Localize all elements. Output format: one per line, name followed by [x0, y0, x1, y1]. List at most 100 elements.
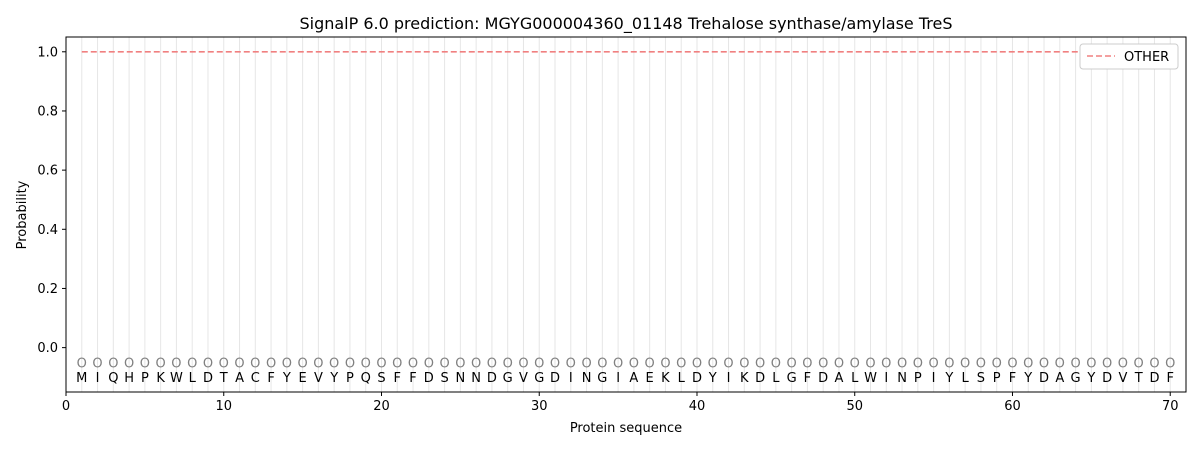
residue-letter: D: [1102, 371, 1112, 386]
residue-marker: O: [282, 356, 292, 371]
residue-letter: Q: [361, 371, 371, 386]
residue-marker: O: [629, 356, 639, 371]
residue-letter: T: [219, 371, 228, 386]
residue-marker: O: [787, 356, 797, 371]
legend-label-other: OTHER: [1124, 50, 1169, 65]
residue-letter: D: [1149, 371, 1159, 386]
residue-marker: O: [455, 356, 465, 371]
residue-marker: O: [234, 356, 244, 371]
x-axis-label: Protein sequence: [570, 421, 682, 436]
residue-letter: Y: [944, 371, 953, 386]
residue-marker: O: [818, 356, 828, 371]
residue-letter: I: [932, 371, 936, 386]
residue-letter: S: [977, 371, 985, 386]
residue-marker: O: [992, 356, 1002, 371]
residue-marker: O: [834, 356, 844, 371]
residue-marker: O: [171, 356, 181, 371]
residue-marker: O: [1007, 356, 1017, 371]
residue-marker: O: [1165, 356, 1175, 371]
residue-marker: O: [676, 356, 686, 371]
residue-marker: O: [976, 356, 986, 371]
residue-marker: O: [1086, 356, 1096, 371]
residue-letter: N: [582, 371, 592, 386]
residue-marker: O: [424, 356, 434, 371]
x-tick-label: 0: [62, 399, 70, 414]
residue-marker: O: [581, 356, 591, 371]
residue-letter: G: [597, 371, 607, 386]
residue-marker: O: [850, 356, 860, 371]
residue-marker: O: [361, 356, 371, 371]
residue-letter: V: [314, 371, 323, 386]
residue-marker: O: [439, 356, 449, 371]
residue-marker: O: [928, 356, 938, 371]
residue-letter: I: [884, 371, 888, 386]
residue-marker: O: [250, 356, 260, 371]
residue-marker: O: [124, 356, 134, 371]
residue-letter: P: [914, 371, 922, 386]
residue-letter: A: [629, 371, 638, 386]
residue-letter: N: [471, 371, 481, 386]
residue-letter: G: [787, 371, 797, 386]
x-tick-label: 70: [1162, 399, 1179, 414]
residue-marker: O: [376, 356, 386, 371]
residue-letter: L: [962, 371, 970, 386]
residue-marker: O: [1023, 356, 1033, 371]
residue-letter: K: [740, 371, 749, 386]
residue-letter: D: [755, 371, 765, 386]
y-axis-label: Probability: [15, 180, 30, 249]
residue-letter: H: [124, 371, 134, 386]
residue-marker: O: [1118, 356, 1128, 371]
y-tick-label: 1.0: [37, 45, 58, 60]
residue-letter: G: [503, 371, 513, 386]
residue-letter: F: [394, 371, 401, 386]
residue-letter: F: [409, 371, 416, 386]
residue-marker: O: [1055, 356, 1065, 371]
residue-letter: F: [1166, 371, 1173, 386]
residue-letter: D: [487, 371, 497, 386]
residue-letter: Y: [708, 371, 717, 386]
residue-letter: E: [299, 371, 307, 386]
residue-marker: O: [487, 356, 497, 371]
residue-letter: K: [661, 371, 670, 386]
residue-marker: O: [771, 356, 781, 371]
residue-letter: G: [1071, 371, 1081, 386]
residue-marker: O: [739, 356, 749, 371]
residue-marker: O: [329, 356, 339, 371]
x-tick-label: 50: [846, 399, 863, 414]
x-tick-label: 20: [373, 399, 390, 414]
residue-layer: OMOIOQOHOPOKOWOLODOTOAOCOFOYOEOVOYOPOQOS…: [76, 356, 1175, 386]
residue-letter: P: [346, 371, 354, 386]
residue-marker: O: [92, 356, 102, 371]
grid-layer: [81, 37, 1171, 392]
residue-letter: V: [1118, 371, 1127, 386]
residue-marker: O: [1070, 356, 1080, 371]
residue-letter: P: [993, 371, 1001, 386]
residue-marker: O: [881, 356, 891, 371]
legend-box: [1079, 43, 1179, 70]
y-axis-ticks: 0.0 0.2 0.4 0.6 0.8 1.0: [37, 45, 66, 356]
residue-marker: O: [345, 356, 355, 371]
residue-letter: M: [76, 371, 87, 386]
residue-marker: O: [313, 356, 323, 371]
residue-letter: D: [692, 371, 702, 386]
residue-marker: O: [660, 356, 670, 371]
residue-letter: D: [203, 371, 213, 386]
residue-letter: V: [519, 371, 528, 386]
residue-marker: O: [913, 356, 923, 371]
y-tick-label: 0.6: [37, 164, 58, 179]
residue-letter: F: [267, 371, 274, 386]
residue-letter: G: [534, 371, 544, 386]
residue-marker: O: [471, 356, 481, 371]
residue-marker: O: [708, 356, 718, 371]
residue-letter: L: [772, 371, 780, 386]
residue-marker: O: [897, 356, 907, 371]
residue-marker: O: [140, 356, 150, 371]
x-tick-label: 30: [531, 399, 548, 414]
residue-marker: O: [944, 356, 954, 371]
residue-marker: O: [108, 356, 118, 371]
chart-title: SignalP 6.0 prediction: MGYG000004360_01…: [299, 14, 952, 34]
residue-marker: O: [518, 356, 528, 371]
residue-letter: I: [569, 371, 573, 386]
residue-marker: O: [408, 356, 418, 371]
